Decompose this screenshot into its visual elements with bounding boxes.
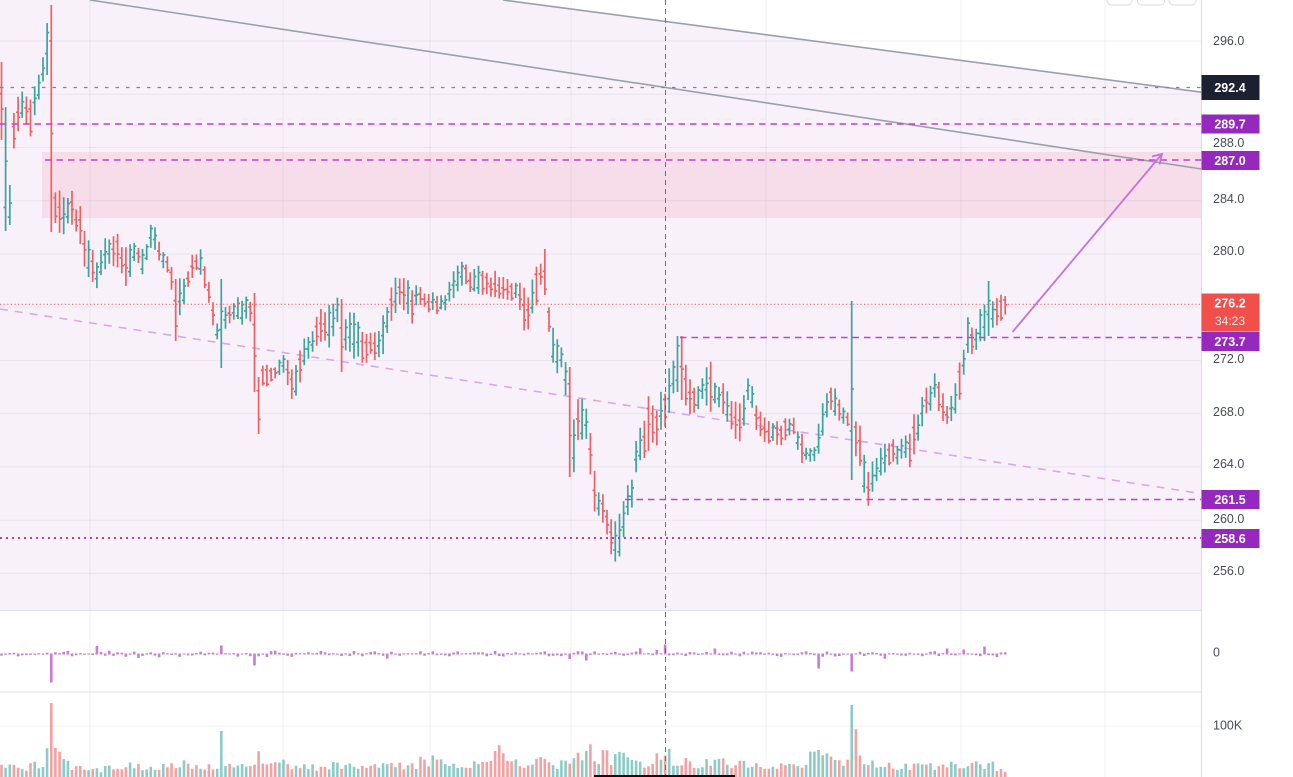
svg-text:276.2: 276.2 bbox=[1214, 297, 1245, 311]
svg-text:292.4: 292.4 bbox=[1214, 81, 1245, 95]
svg-text:272.0: 272.0 bbox=[1213, 352, 1244, 366]
svg-text:268.0: 268.0 bbox=[1213, 405, 1244, 419]
svg-text:287.0: 287.0 bbox=[1214, 154, 1245, 168]
svg-text:296.0: 296.0 bbox=[1213, 34, 1244, 48]
svg-text:280.0: 280.0 bbox=[1213, 244, 1244, 258]
svg-text:288.0: 288.0 bbox=[1213, 136, 1244, 150]
svg-text:258.6: 258.6 bbox=[1214, 532, 1245, 546]
svg-text:256.0: 256.0 bbox=[1213, 564, 1244, 578]
svg-text:264.0: 264.0 bbox=[1213, 457, 1244, 471]
svg-text:100K: 100K bbox=[1213, 719, 1243, 733]
svg-text:34:23: 34:23 bbox=[1215, 314, 1245, 328]
svg-text:261.5: 261.5 bbox=[1214, 493, 1245, 507]
svg-text:284.0: 284.0 bbox=[1213, 192, 1244, 206]
svg-text:289.7: 289.7 bbox=[1214, 118, 1245, 132]
svg-text:0: 0 bbox=[1213, 646, 1220, 660]
svg-text:273.7: 273.7 bbox=[1214, 335, 1245, 349]
svg-text:260.0: 260.0 bbox=[1213, 512, 1244, 526]
